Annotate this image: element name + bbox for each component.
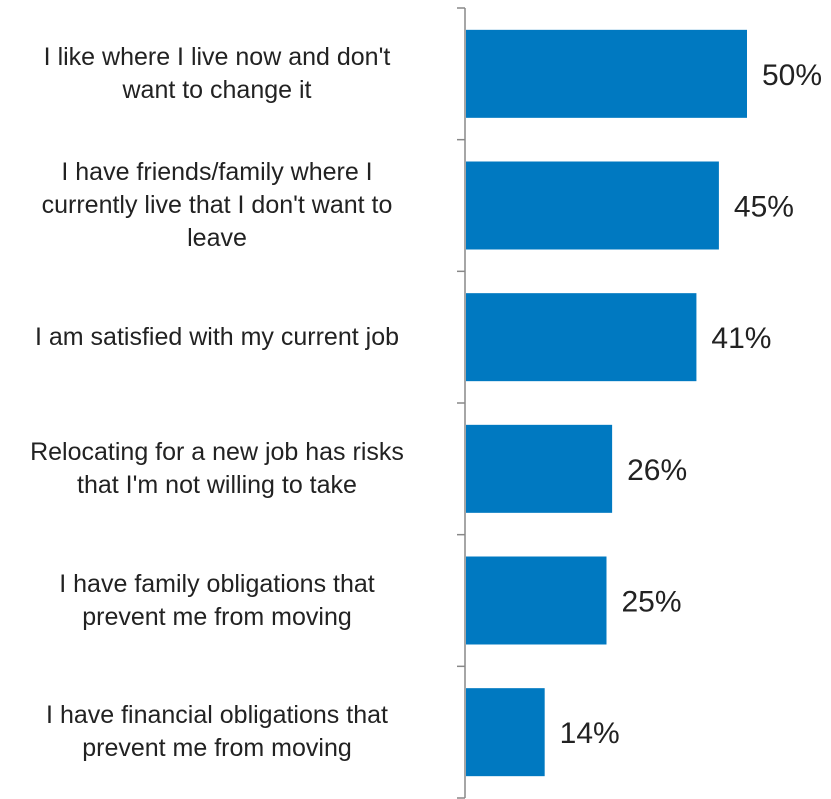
- bar: [466, 556, 607, 645]
- bar: [466, 29, 747, 118]
- data-label: 50%: [762, 59, 822, 92]
- bar: [466, 424, 613, 513]
- category-label: I have family obligations that prevent me…: [0, 541, 447, 661]
- category-label-line: prevent me from moving: [82, 602, 352, 631]
- bar: [466, 293, 697, 382]
- category-label-text: I like where I live now and don't want to…: [44, 41, 391, 107]
- category-label-text: I have family obligations that prevent me…: [59, 568, 374, 634]
- category-label-text: I have friends/family where I currently l…: [42, 156, 393, 255]
- category-label: I like where I live now and don't want to…: [0, 14, 447, 134]
- category-label: I have financial obligations that prevent…: [0, 672, 447, 792]
- category-label-line: want to change it: [122, 75, 312, 104]
- category-label-line: I have family obligations that: [59, 569, 375, 598]
- category-label-line: I am satisfied with my current job: [34, 322, 399, 351]
- data-label: 25%: [622, 586, 682, 619]
- data-label: 26%: [627, 454, 687, 487]
- data-label: 14%: [560, 717, 620, 750]
- category-label-text: I am satisfied with my current job: [35, 321, 399, 354]
- category-label: Relocating for a new job has risks that I…: [0, 409, 447, 529]
- category-label-line: leave: [187, 224, 247, 252]
- bar: [466, 688, 545, 777]
- category-label-line: I have friends/family where I: [61, 158, 373, 186]
- data-label: 45%: [734, 191, 794, 224]
- category-label-line: I like where I live now and don't: [43, 42, 391, 71]
- category-label-line: I have financial obligations that: [46, 701, 388, 730]
- category-label: I have friends/family where I currently l…: [0, 146, 447, 266]
- category-label: I am satisfied with my current job: [0, 277, 447, 397]
- category-label-line: Relocating for a new job has risks: [30, 437, 404, 466]
- data-label: 41%: [711, 322, 771, 355]
- bar: [466, 161, 719, 250]
- category-label-text: Relocating for a new job has risks that I…: [30, 436, 404, 502]
- category-label-line: that I'm not willing to take: [77, 470, 357, 499]
- category-label-line: prevent me from moving: [82, 734, 352, 763]
- category-label-text: I have financial obligations that prevent…: [46, 699, 388, 765]
- category-label-line: currently live that I don't want to: [41, 191, 393, 219]
